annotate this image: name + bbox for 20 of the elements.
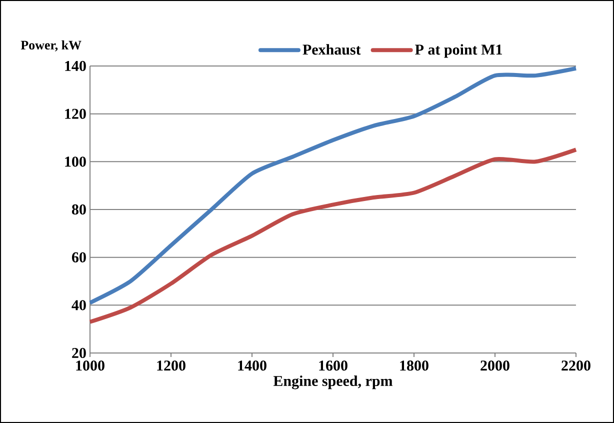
x-tick-label: 2000 (480, 360, 510, 371)
x-tick-label: 1800 (400, 360, 428, 371)
x-tick-label: 1000 (76, 360, 104, 371)
x-tick-label: 1600 (319, 360, 348, 371)
y-tick-label: 60 (72, 252, 86, 262)
y-axis-title: Power, kW (20, 40, 82, 52)
x-tick-label: 2200 (562, 360, 590, 371)
y-tick-label: 140 (65, 60, 86, 72)
y-tick-label: 20 (72, 348, 86, 358)
line-series (88, 66, 578, 305)
legend-label: Pexhaust (302, 44, 361, 55)
x-axis-title: Engine speed, rpm (273, 376, 393, 390)
y-tick-label: 80 (72, 204, 86, 215)
x-tick-label: 1200 (157, 360, 186, 371)
y-tick-label: 40 (72, 300, 86, 310)
legend-label: P at point M1 (415, 44, 502, 58)
y-tick-label: 120 (65, 108, 86, 119)
line-series (88, 148, 578, 324)
y-tick-label: 100 (65, 156, 86, 167)
x-tick-label: 1400 (238, 360, 266, 371)
